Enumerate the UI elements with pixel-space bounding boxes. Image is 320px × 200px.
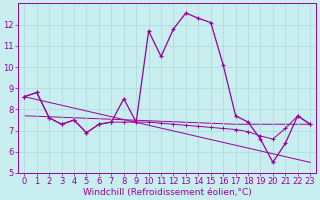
X-axis label: Windchill (Refroidissement éolien,°C): Windchill (Refroidissement éolien,°C): [83, 188, 252, 197]
